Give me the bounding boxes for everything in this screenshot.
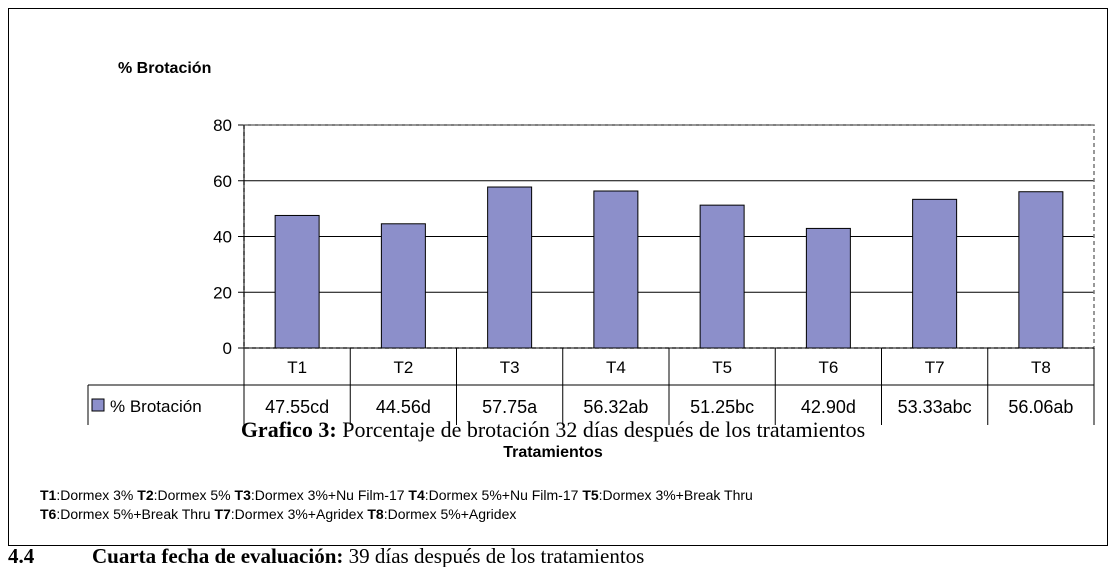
y-tick-label: 60 [213, 172, 232, 191]
note-code: T7 [214, 506, 231, 522]
bar [805, 227, 851, 349]
note-text: :Dormex 3%+Break Thru [599, 487, 753, 503]
section-number: 4.4 [8, 544, 35, 567]
bar [593, 190, 639, 349]
y-tick-label: 40 [213, 228, 232, 247]
value-label: 57.75a [482, 397, 538, 417]
x-tick-label: T1 [287, 358, 307, 377]
value-label: 53.33abc [898, 397, 972, 417]
x-tick-label: T8 [1031, 358, 1051, 377]
frame [8, 8, 1108, 546]
x-tick-label: T3 [500, 358, 520, 377]
x-tick-label: T5 [712, 358, 732, 377]
caption: Grafico 3: Porcentaje de brotación 32 dí… [241, 417, 865, 442]
legend-swatch [91, 398, 105, 412]
y-tick-label: 80 [213, 116, 232, 135]
value-label: 47.55cd [265, 397, 329, 417]
note-text: :Dormex 3%+Agridex [231, 506, 364, 522]
y-axis-title: % Brotación [118, 60, 211, 77]
bar [274, 214, 320, 349]
section-heading: 4.4 Cuarta fecha de evaluación: 39 días d… [8, 544, 644, 567]
value-label: 51.25bc [690, 397, 754, 417]
caption-label: Grafico 3: [241, 417, 337, 442]
value-label: 56.06ab [1008, 397, 1073, 417]
note-code: T6 [40, 506, 57, 522]
note-code: T2 [137, 487, 154, 503]
note-text: :Dormex 5%+Agridex [384, 506, 517, 522]
note-text: :Dormex 3% [56, 487, 133, 503]
section-title: Cuarta fecha de evaluación: [92, 544, 343, 567]
value-label: 56.32ab [583, 397, 648, 417]
bar [380, 223, 426, 349]
caption-text: Porcentaje de brotación 32 días después … [342, 417, 865, 442]
note-code: T4 [408, 487, 425, 503]
bar [1018, 191, 1064, 349]
note-code: T3 [235, 487, 252, 503]
note-line: T6:Dormex 5%+Break Thru T7:Dormex 3%+Agr… [40, 506, 516, 522]
note-text: :Dormex 5%+Nu Film-17 [425, 487, 579, 503]
x-tick-label: T4 [606, 358, 626, 377]
note-code: T5 [582, 487, 599, 503]
x-tick-label: T6 [818, 358, 838, 377]
note-code: T8 [367, 506, 384, 522]
section-text: 39 días después de los tratamientos [349, 544, 645, 567]
note-text: :Dormex 5% [154, 487, 231, 503]
value-label: 42.90d [801, 397, 856, 417]
x-tick-label: T2 [393, 358, 413, 377]
note-text: :Dormex 3%+Nu Film-17 [251, 487, 405, 503]
bar [487, 186, 533, 349]
legend-label: % Brotación [110, 397, 202, 416]
note-line: T1:Dormex 3% T2:Dormex 5% T3:Dormex 3%+N… [40, 487, 753, 503]
value-label: 44.56d [376, 397, 431, 417]
note-text: :Dormex 5%+Break Thru [56, 506, 210, 522]
x-axis-title: Tratamientos [503, 444, 603, 461]
y-tick-label: 0 [223, 339, 232, 358]
bar [912, 198, 958, 349]
y-tick-label: 20 [213, 283, 232, 302]
note-code: T1 [40, 487, 57, 503]
x-tick-label: T7 [925, 358, 945, 377]
bar [699, 204, 745, 349]
